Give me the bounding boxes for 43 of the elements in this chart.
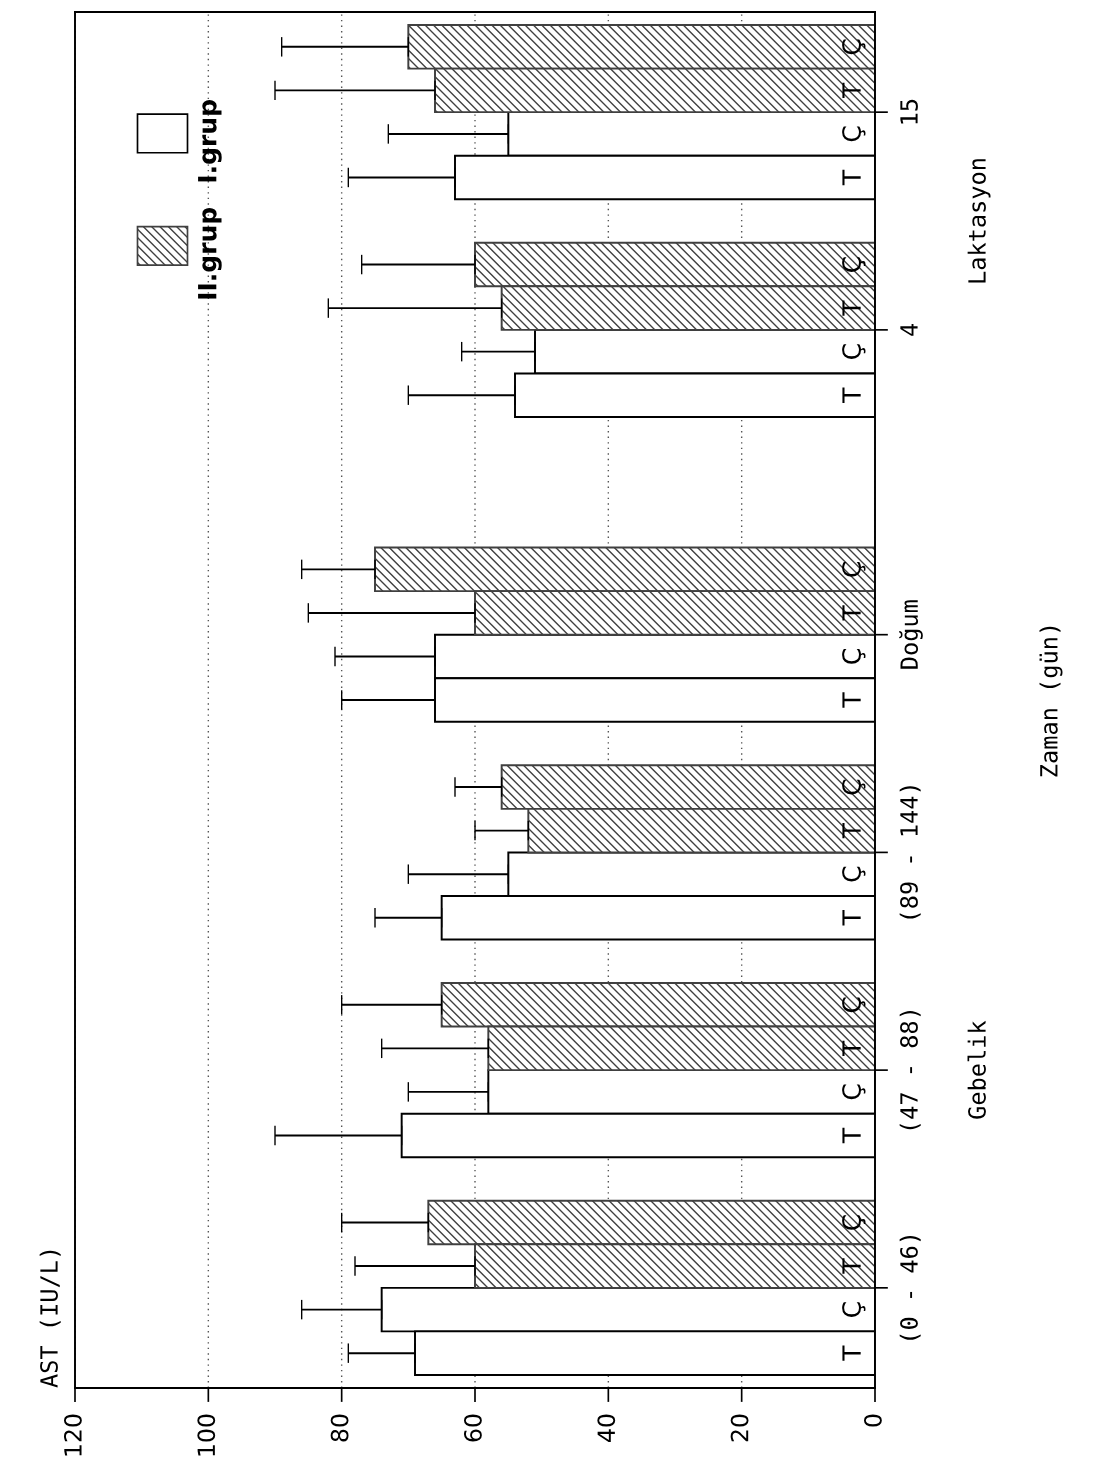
text: Gebelik bbox=[967, 1020, 986, 1119]
y-tick-label: T bbox=[842, 1258, 861, 1274]
x-tick-label: 80 bbox=[330, 1414, 349, 1442]
legend-label: I.grup bbox=[198, 100, 222, 182]
y-tick-label: T bbox=[842, 910, 861, 926]
y-tick-label: T bbox=[842, 169, 861, 186]
y-tick-label: Ç bbox=[842, 1084, 866, 1100]
y-tick-label: Ç bbox=[842, 649, 866, 664]
y-tick-label: Ç bbox=[842, 344, 866, 359]
text: 15 bbox=[900, 99, 918, 124]
y-tick-label: Ç bbox=[842, 1302, 866, 1317]
x-tick-label: 40 bbox=[597, 1414, 616, 1442]
y-tick-label: T bbox=[842, 1345, 861, 1361]
text: (47 - 88) bbox=[899, 1011, 921, 1130]
y-tick-label: Ç bbox=[842, 866, 866, 882]
y-tick-label: Ç bbox=[842, 779, 866, 795]
x-tick-label: 100 bbox=[197, 1414, 216, 1456]
x-tick-label: 60 bbox=[463, 1414, 482, 1442]
y-tick-label: T bbox=[842, 1127, 861, 1144]
legend-label: II.grup bbox=[198, 207, 222, 299]
y-tick-label: T bbox=[842, 82, 861, 99]
text: (0 - 46) bbox=[899, 1235, 921, 1340]
y-tick-label: Ç bbox=[842, 1215, 866, 1230]
x-tick-label: 20 bbox=[730, 1414, 749, 1442]
text: AST (IU/L) bbox=[39, 1250, 61, 1388]
x-tick-label: 0 bbox=[863, 1414, 882, 1427]
y-tick-label: Ç bbox=[842, 997, 866, 1013]
x-tick-label: 120 bbox=[63, 1414, 82, 1456]
text: (89 - 144) bbox=[899, 786, 921, 919]
text: 4 bbox=[900, 323, 918, 336]
text: Laktasyon bbox=[967, 159, 991, 283]
y-tick-label: Ç bbox=[842, 561, 866, 577]
y-tick-label: Ç bbox=[842, 126, 866, 142]
y-tick-label: Ç bbox=[842, 39, 866, 55]
text: Doğum bbox=[899, 600, 923, 669]
y-tick-label: T bbox=[842, 605, 861, 621]
y-tick-label: T bbox=[842, 300, 861, 316]
text: Zaman (gün) bbox=[1039, 626, 1063, 777]
y-tick-label: T bbox=[842, 822, 861, 839]
y-tick-label: T bbox=[842, 1040, 861, 1057]
y-tick-label: T bbox=[842, 692, 861, 708]
y-tick-label: T bbox=[842, 387, 861, 403]
y-tick-label: Ç bbox=[842, 257, 866, 272]
